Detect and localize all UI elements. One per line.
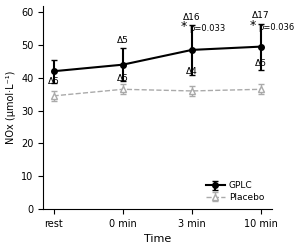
Y-axis label: NOx (μmol·L⁻¹): NOx (μmol·L⁻¹) [6,71,16,144]
Text: *: * [250,19,256,32]
Text: *: * [181,20,187,34]
Text: p=0.036: p=0.036 [258,23,295,32]
Text: Δ5: Δ5 [117,74,129,83]
Text: Δ6: Δ6 [255,59,267,68]
Text: Δ4: Δ4 [186,67,198,76]
Text: p=0.033: p=0.033 [189,24,226,34]
Legend: GPLC, Placebo: GPLC, Placebo [203,178,267,205]
Text: Δ5: Δ5 [48,77,59,86]
Text: Δ16: Δ16 [183,13,201,22]
Text: Δ17: Δ17 [252,11,270,20]
X-axis label: Time: Time [144,234,171,244]
Text: Δ5: Δ5 [117,36,129,45]
